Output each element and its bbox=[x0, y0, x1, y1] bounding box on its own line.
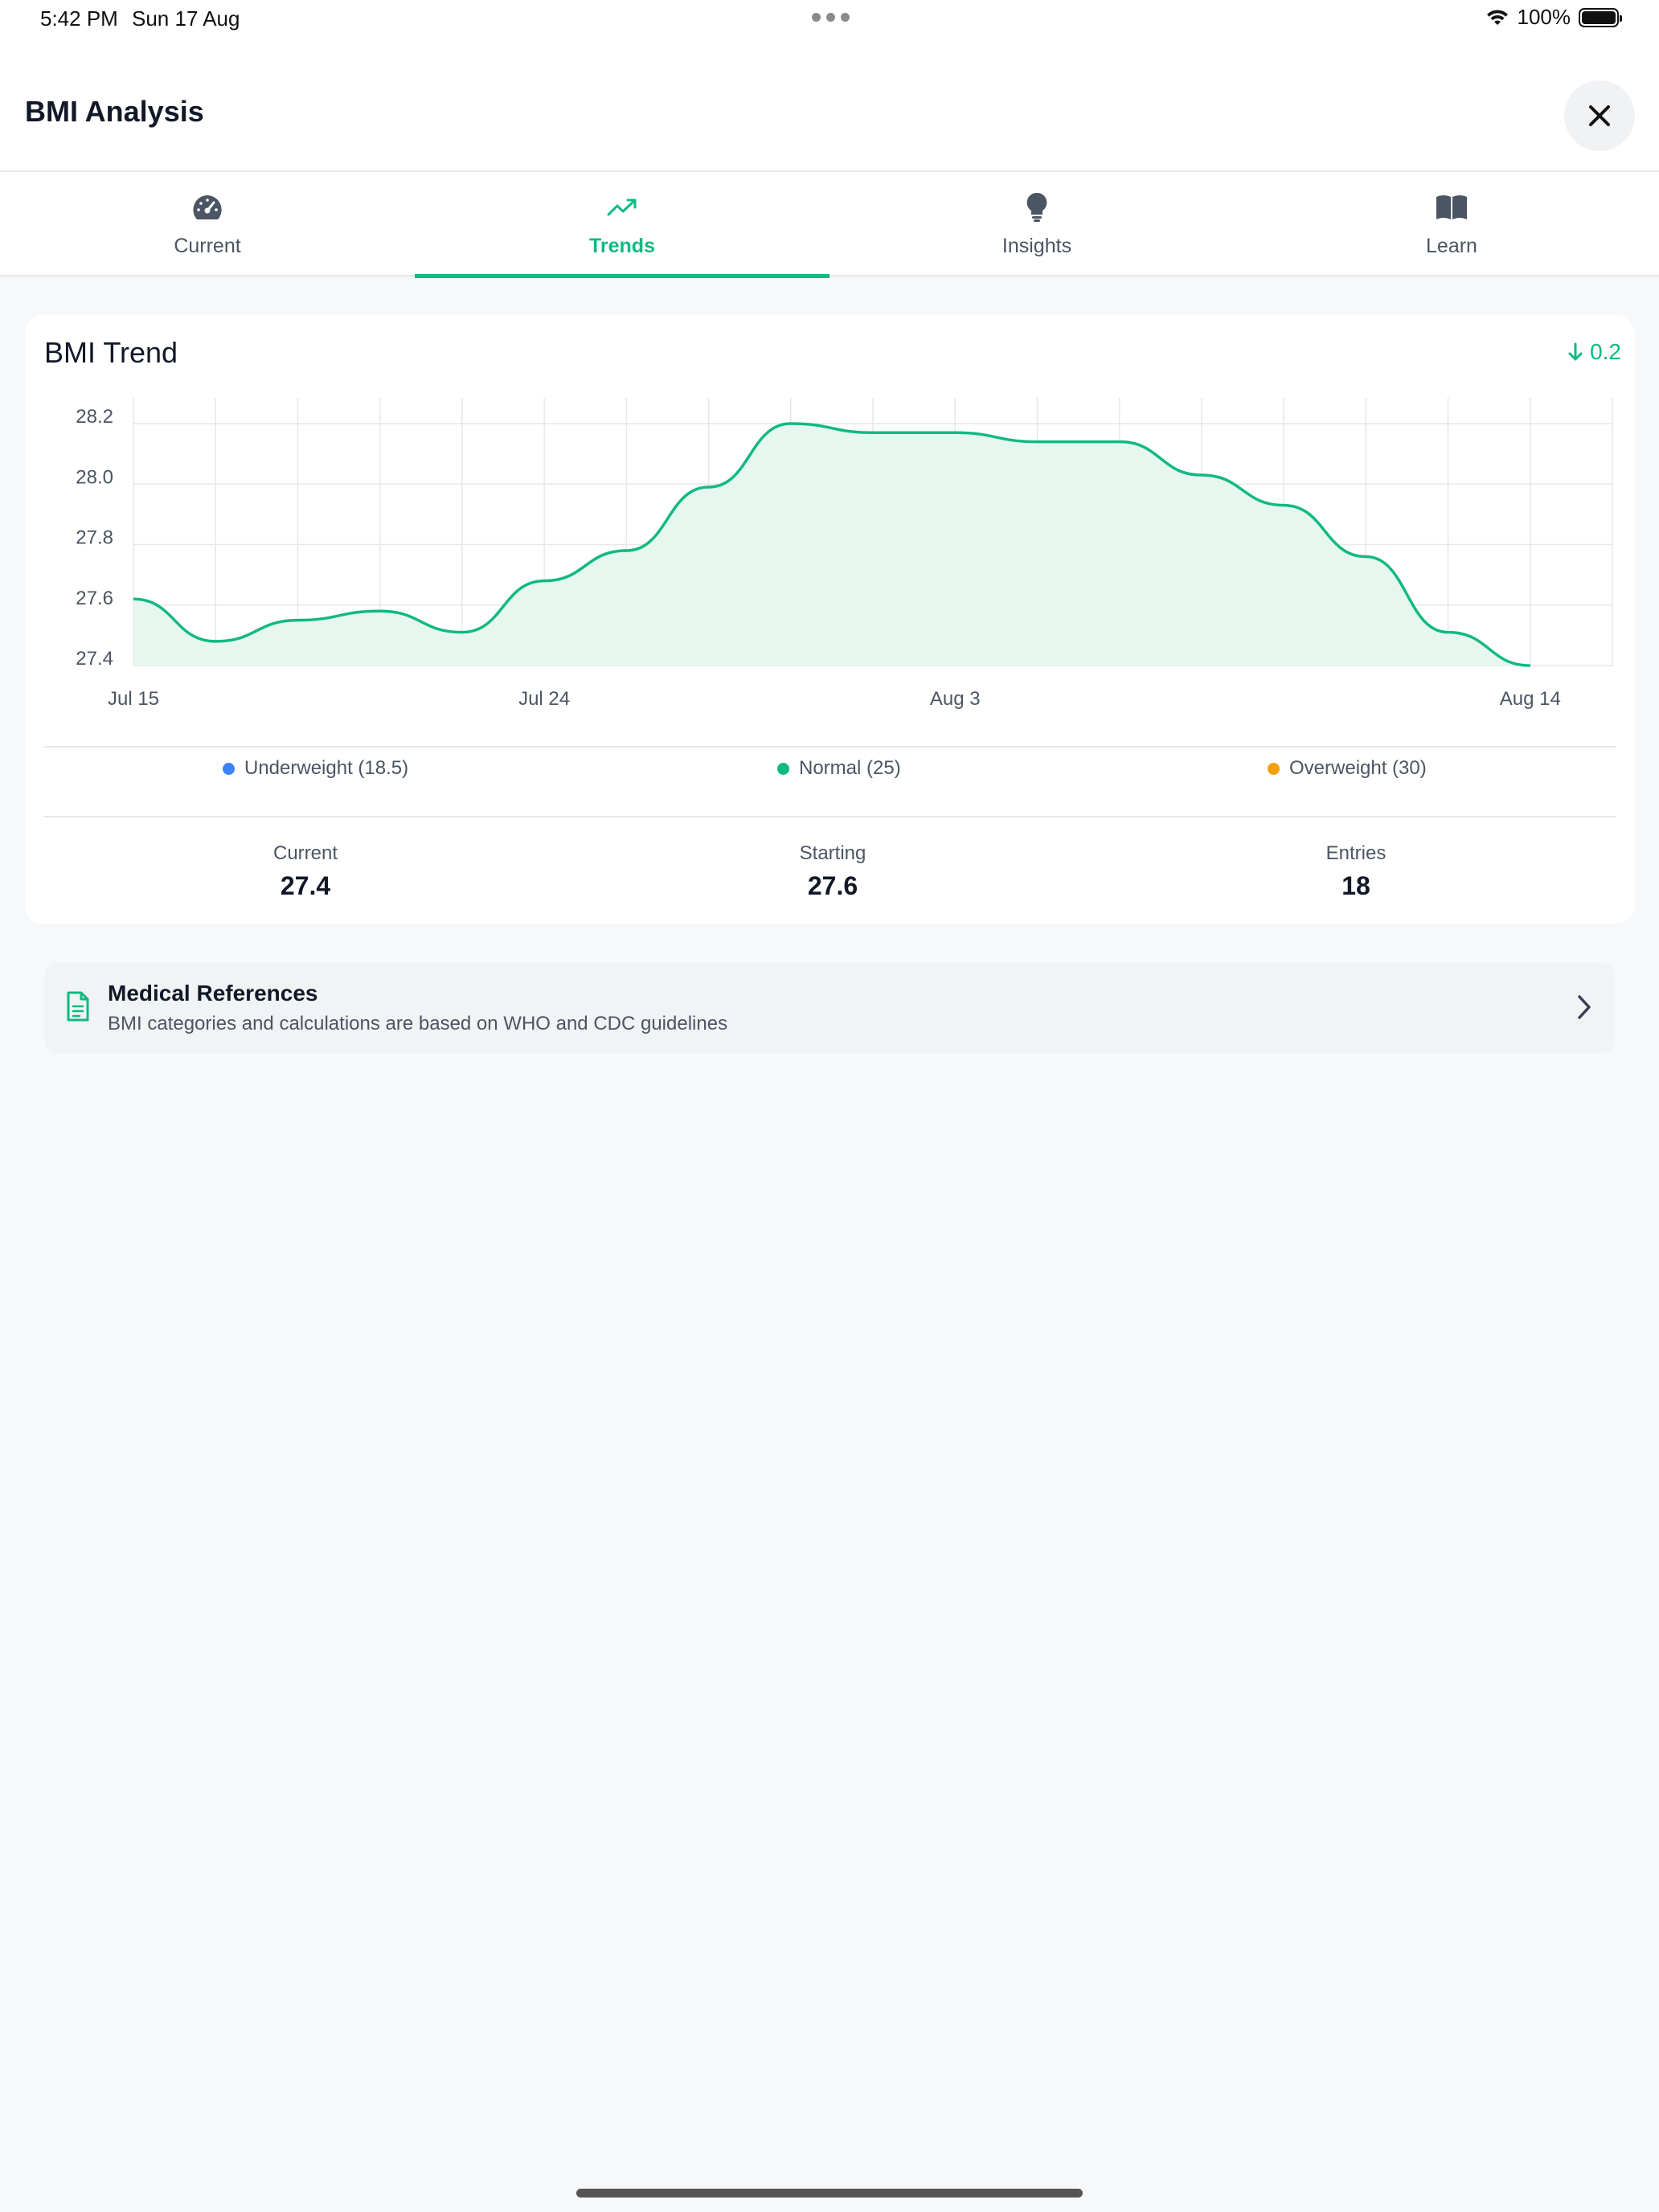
tab-label: Insights bbox=[1002, 235, 1072, 257]
header: BMI Analysis bbox=[0, 40, 1659, 172]
legend-label: Normal (25) bbox=[799, 757, 901, 779]
trending-up-icon bbox=[607, 199, 637, 216]
stat-label: Starting bbox=[799, 842, 866, 864]
trend-change-badge: 0.2 bbox=[1567, 339, 1621, 365]
tab-label: Current bbox=[174, 235, 241, 257]
y-tick-label: 28.2 bbox=[76, 406, 113, 428]
battery-icon bbox=[1579, 7, 1622, 27]
page-title: BMI Analysis bbox=[25, 95, 204, 128]
x-tick-label: Jul 15 bbox=[108, 688, 159, 710]
card-title: BMI Trend bbox=[44, 336, 178, 369]
stat-entries: Entries 18 bbox=[1195, 842, 1517, 901]
tab-insights[interactable]: Insights bbox=[830, 172, 1244, 276]
bmi-trend-chart: 27.4 27.6 27.8 28.0 28.2 Jul 15 Jul 24 Aug 3 Au… bbox=[76, 398, 1613, 710]
trend-change-value: 0.2 bbox=[1590, 339, 1621, 364]
gauge-icon bbox=[193, 195, 222, 219]
y-tick-label: 27.4 bbox=[76, 648, 113, 670]
chart-area bbox=[133, 424, 1530, 666]
divider bbox=[44, 746, 1616, 748]
status-right: 100% bbox=[1485, 5, 1622, 30]
chevron-right-icon bbox=[1578, 995, 1591, 1019]
references-subtitle: BMI categories and calculations are base… bbox=[108, 1013, 728, 1034]
x-tick-label: Jul 24 bbox=[518, 688, 570, 710]
references-title: Medical References bbox=[108, 981, 318, 1006]
legend-item-overweight: Overweight (30) bbox=[1268, 757, 1427, 780]
chart-line bbox=[133, 422, 1530, 667]
tab-trends[interactable]: Trends bbox=[415, 172, 830, 278]
stat-value: 27.6 bbox=[807, 871, 858, 900]
status-time: 5:42 PM bbox=[40, 6, 118, 31]
y-tick-label: 28.0 bbox=[76, 466, 113, 488]
stat-value: 18 bbox=[1342, 871, 1370, 900]
lightbulb-icon bbox=[1026, 192, 1047, 222]
close-icon bbox=[1589, 105, 1610, 126]
legend-label: Underweight (18.5) bbox=[244, 757, 409, 779]
tab-bar: Current Trends Insights Learn bbox=[0, 172, 1659, 278]
legend-label: Overweight (30) bbox=[1289, 757, 1427, 779]
stat-current: Current 27.4 bbox=[145, 842, 466, 901]
y-tick-label: 27.6 bbox=[76, 588, 113, 609]
legend-item-normal: Normal (25) bbox=[777, 757, 901, 780]
document-icon bbox=[67, 991, 89, 1022]
tab-learn[interactable]: Learn bbox=[1244, 172, 1659, 276]
y-tick-label: 27.8 bbox=[76, 527, 113, 549]
arrow-down-icon bbox=[1568, 342, 1583, 361]
battery-percent: 100% bbox=[1517, 5, 1571, 29]
stat-label: Entries bbox=[1325, 842, 1387, 864]
close-button[interactable] bbox=[1564, 80, 1635, 151]
home-indicator[interactable] bbox=[576, 2189, 1083, 2198]
bmi-trend-card: BMI Trend 0.2 27.4 27.6 27.8 28.0 28.2 Jul 1… bbox=[25, 315, 1634, 924]
legend-dot bbox=[223, 762, 235, 775]
status-bar: 5:42 PM Sun 17 Aug 100% bbox=[0, 0, 1659, 40]
x-tick-label: Aug 3 bbox=[930, 688, 981, 710]
wifi-icon bbox=[1486, 9, 1508, 25]
x-tick-label: Aug 14 bbox=[1500, 688, 1561, 710]
tab-label: Trends bbox=[589, 235, 655, 257]
legend-item-underweight: Underweight (18.5) bbox=[223, 757, 408, 780]
tab-current[interactable]: Current bbox=[0, 172, 415, 276]
tab-label: Learn bbox=[1426, 235, 1477, 257]
stat-value: 27.4 bbox=[280, 871, 331, 900]
stat-starting: Starting 27.6 bbox=[672, 842, 993, 901]
status-date: Sun 17 Aug bbox=[132, 6, 240, 31]
chart-legend: Underweight (18.5) Normal (25) Overweigh… bbox=[44, 757, 1616, 789]
multitasking-dots-icon[interactable] bbox=[812, 13, 850, 22]
legend-dot bbox=[777, 762, 789, 775]
divider bbox=[44, 816, 1616, 817]
stat-label: Current bbox=[272, 842, 338, 864]
book-open-icon bbox=[1436, 195, 1467, 219]
medical-references-row[interactable]: Medical References BMI categories and ca… bbox=[44, 963, 1615, 1053]
legend-dot bbox=[1268, 762, 1280, 775]
